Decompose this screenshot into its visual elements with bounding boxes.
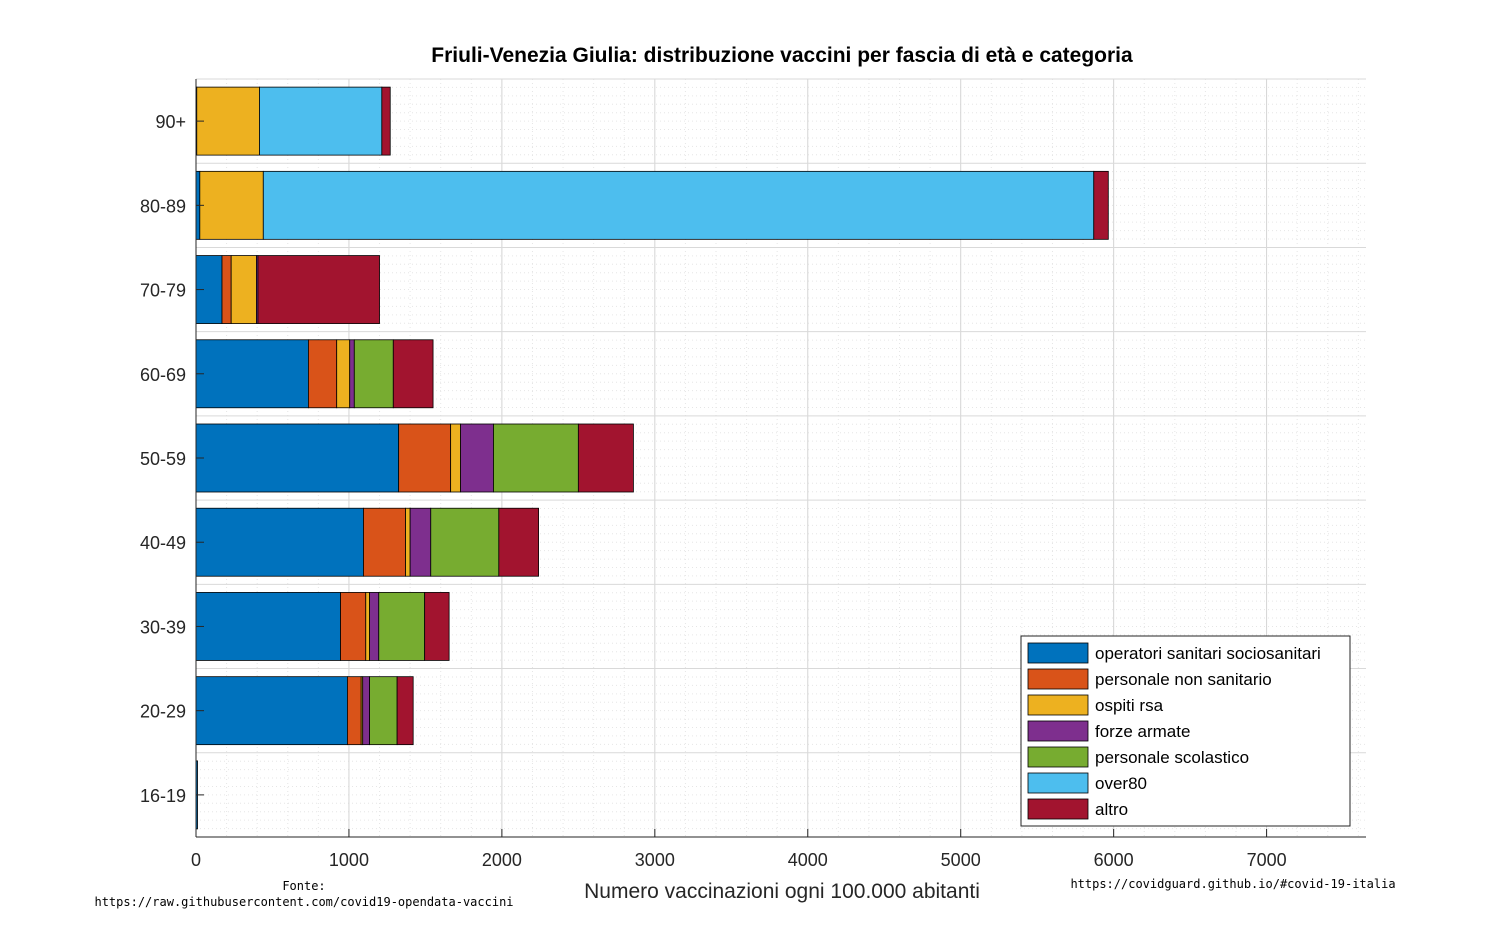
y-tick-label: 30-39 xyxy=(140,617,186,637)
bar-segment xyxy=(349,339,355,409)
legend-label: personale scolastico xyxy=(1095,748,1249,767)
legend-swatch xyxy=(1027,798,1089,820)
bar-segment xyxy=(369,676,398,746)
legend-swatch xyxy=(1027,694,1089,716)
bar-segment xyxy=(460,423,494,493)
x-tick-label: 6000 xyxy=(1094,850,1134,870)
legend-label: altro xyxy=(1095,800,1128,819)
bar-segment xyxy=(498,507,539,577)
bar-segment xyxy=(1093,170,1109,240)
bar-segment xyxy=(195,339,309,409)
bar-segment xyxy=(381,86,391,156)
x-tick-label: 0 xyxy=(191,850,201,870)
legend-label: operatori sanitari sociosanitari xyxy=(1095,644,1321,663)
bar-segment xyxy=(409,507,432,577)
x-tick-label: 5000 xyxy=(941,850,981,870)
bars xyxy=(195,86,1109,830)
legend-label: over80 xyxy=(1095,774,1147,793)
bar-segment xyxy=(308,339,338,409)
bar-segment xyxy=(577,423,634,493)
bar-segment xyxy=(195,507,364,577)
legend-swatch xyxy=(1027,720,1089,742)
bar-segment xyxy=(396,676,414,746)
legend-swatch xyxy=(1027,772,1089,794)
x-tick-label: 7000 xyxy=(1247,850,1287,870)
bar-segment xyxy=(336,339,351,409)
bar-segment xyxy=(195,592,341,661)
bar-segment xyxy=(362,676,370,746)
bar-segment xyxy=(353,339,394,409)
bar-segment xyxy=(230,255,257,324)
y-tick-label: 50-59 xyxy=(140,449,186,469)
y-tick-label: 16-19 xyxy=(140,786,186,806)
bar-segment xyxy=(340,592,367,661)
x-axis-label: Numero vaccinazioni ogni 100.000 abitant… xyxy=(584,880,980,903)
bar-segment xyxy=(493,423,579,493)
grid-lines xyxy=(196,78,1366,838)
legend-swatch xyxy=(1027,668,1089,690)
y-tick-label: 20-29 xyxy=(140,702,186,722)
bar-segment xyxy=(221,255,232,324)
y-tick-label: 60-69 xyxy=(140,365,186,385)
bar-segment xyxy=(430,507,500,577)
x-tick-label: 1000 xyxy=(329,850,369,870)
bar-segment xyxy=(392,339,434,409)
axes: 0 1000 2000 3000 4000 5000 6000 7000 90+ 80-89 70-… xyxy=(140,79,1366,870)
bar-segment xyxy=(369,592,380,661)
y-tick-label: 90+ xyxy=(155,112,186,132)
legend-label: personale non sanitario xyxy=(1095,670,1272,689)
legend-label: ospiti rsa xyxy=(1095,696,1164,715)
source-url: https://raw.githubusercontent.com/covid1… xyxy=(94,895,513,909)
y-tick-label: 70-79 xyxy=(140,281,186,301)
y-tick-label: 40-49 xyxy=(140,533,186,553)
chart-title: Friuli-Venezia Giulia: distribuzione vac… xyxy=(431,44,1133,67)
legend-swatch xyxy=(1027,642,1089,664)
bar-segment xyxy=(195,423,400,493)
bar-segment xyxy=(424,592,450,661)
bar-segment xyxy=(398,423,452,493)
bar-segment xyxy=(195,676,348,746)
bar-segment xyxy=(378,592,426,661)
bar-segment xyxy=(196,86,260,156)
bar-segment xyxy=(257,255,380,324)
bar-segment xyxy=(199,170,264,240)
legend: operatori sanitari sociosanitari personal… xyxy=(1020,635,1351,827)
y-tick-label: 80-89 xyxy=(140,196,186,216)
bar-segment xyxy=(365,592,370,661)
bar-segment xyxy=(405,507,411,577)
bar-segment xyxy=(363,507,406,577)
x-tick-label: 2000 xyxy=(482,850,522,870)
legend-swatch xyxy=(1027,746,1089,768)
legend-label: forze armate xyxy=(1095,722,1190,741)
bar-segment xyxy=(262,170,1095,240)
bar-segment xyxy=(347,676,362,746)
site-url: https://covidguard.github.io/#covid-19-i… xyxy=(1070,877,1395,891)
source-label: Fonte: xyxy=(282,879,325,893)
x-tick-label: 3000 xyxy=(635,850,675,870)
bar-segment xyxy=(450,423,461,493)
x-tick-label: 4000 xyxy=(788,850,828,870)
bar-segment xyxy=(259,86,383,156)
